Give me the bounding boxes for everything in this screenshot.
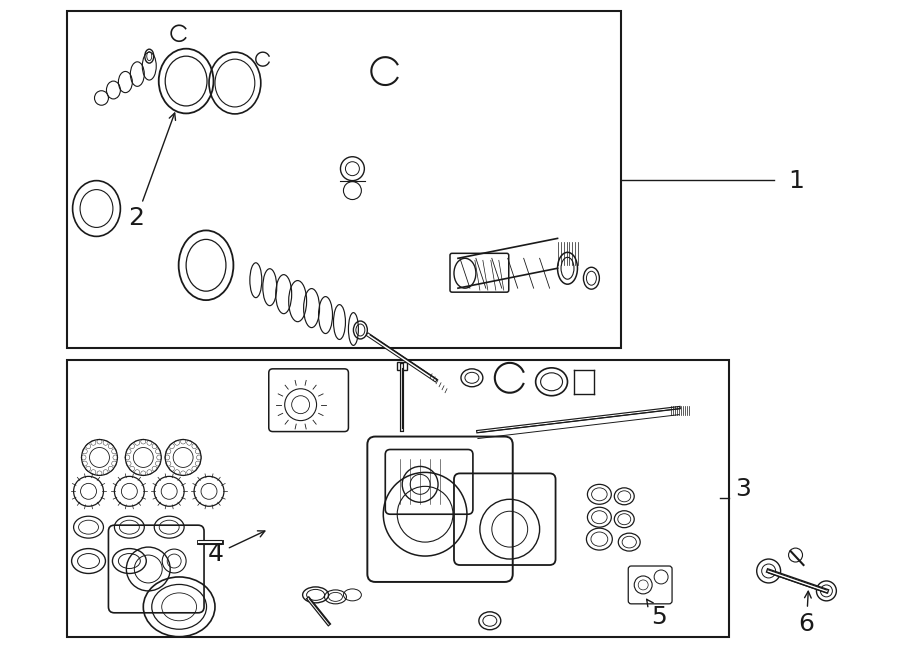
Text: 1: 1: [788, 169, 805, 192]
Bar: [67, 11, 621, 348]
Text: 5: 5: [646, 600, 667, 629]
Text: 2: 2: [129, 113, 176, 231]
Bar: [67, 360, 729, 637]
Bar: [397, 362, 407, 370]
Text: 4: 4: [208, 531, 265, 566]
Text: 3: 3: [734, 477, 751, 501]
Text: 6: 6: [798, 591, 814, 636]
